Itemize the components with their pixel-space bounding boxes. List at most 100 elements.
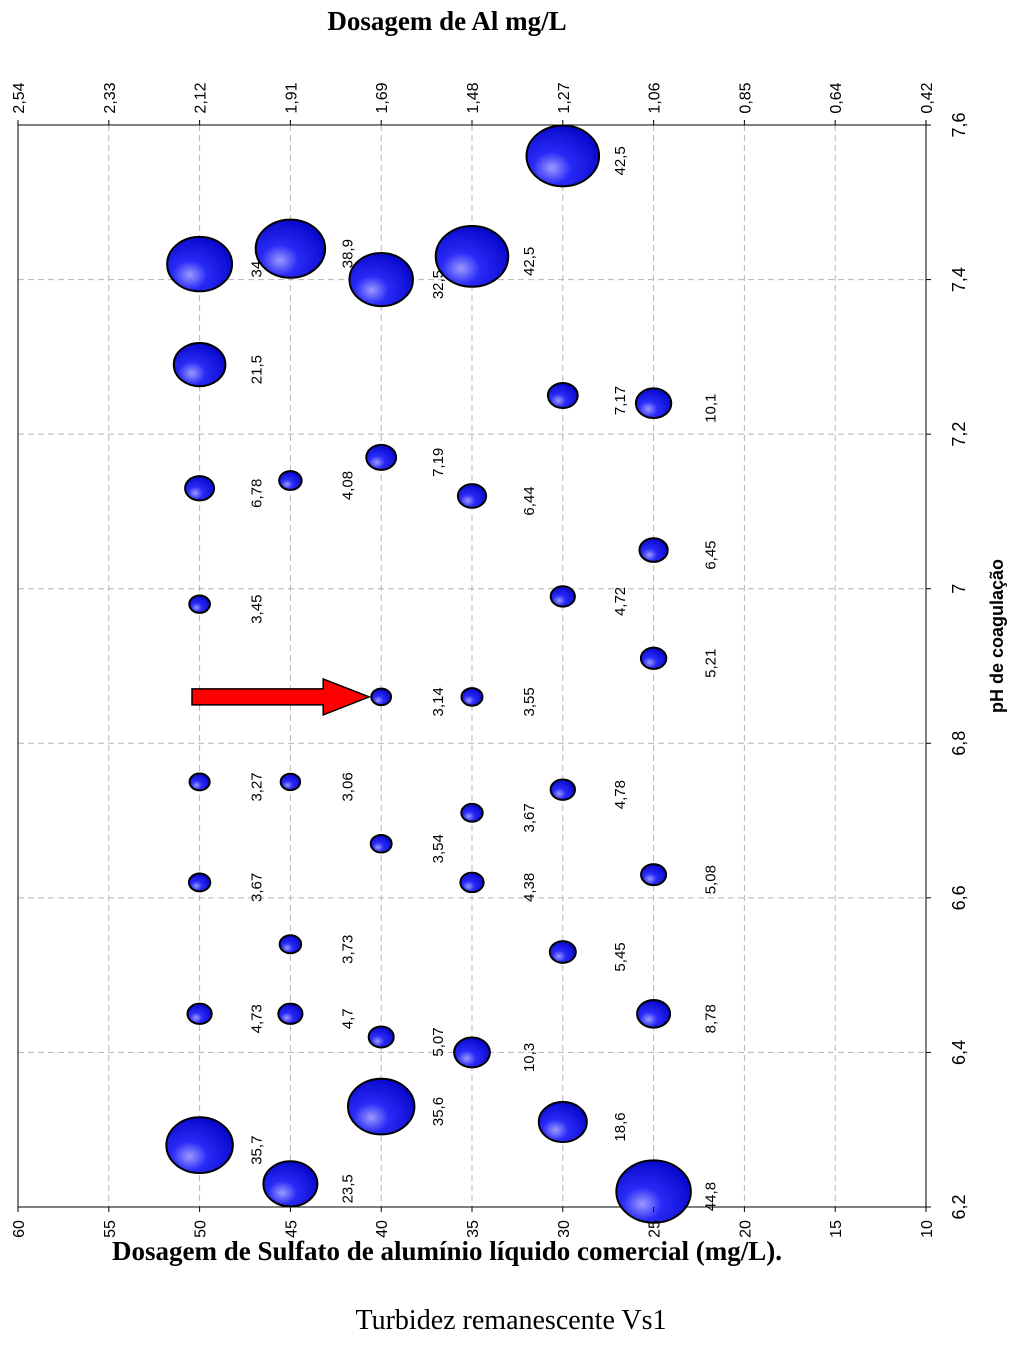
data-label: 4,78 [612,780,629,809]
top-tick-label: 1,69 [374,82,391,113]
y-tick-label: 6,4 [949,1040,969,1065]
bubble [525,124,601,188]
bubble [459,871,485,894]
bubble [278,470,303,491]
bubble [460,687,484,707]
top-tick-label: 0,85 [737,82,754,113]
data-label: 10,1 [703,394,720,423]
data-label: 7,19 [430,448,447,477]
data-label: 35,7 [249,1136,266,1165]
top-tick-label: 1,48 [465,82,482,113]
bubble [456,483,488,509]
bubble [638,537,669,563]
data-label: 35,6 [430,1097,447,1126]
bubble [434,224,510,288]
bubble [636,998,672,1029]
data-label: 42,5 [521,247,538,276]
y-tick-label: 7 [949,584,969,594]
bubble [348,251,414,308]
bubble [549,585,576,608]
data-label: 42,5 [612,146,629,175]
y-tick-label: 7,6 [949,112,969,137]
data-label: 8,78 [703,1004,720,1033]
bubbles [165,124,692,1224]
data-label: 6,78 [249,479,266,508]
top-tick-label: 0,64 [828,82,845,113]
top-tick-label: 2,12 [193,82,210,113]
data-label: 6,45 [703,540,720,569]
data-label: 4,7 [339,1008,356,1029]
data-label: 5,08 [703,865,720,894]
data-label: 3,55 [521,687,538,716]
x-axis-title: Dosagem de Sulfato de alumínio líquido c… [112,1236,782,1266]
data-label: 3,06 [339,772,356,801]
data-label: 44,8 [703,1182,720,1211]
y-tick-label: 6,2 [949,1194,969,1219]
figure-caption: Turbidez remanescente Vs1 [355,1305,667,1336]
x-tick-label: 55 [102,1220,119,1238]
data-label: 34 [249,261,266,278]
y-axis-title: pH de coagulação [987,559,1007,713]
bubble [187,872,212,893]
data-label: 3,45 [249,595,266,624]
data-label: 23,5 [339,1174,356,1203]
bubble [634,387,673,420]
top-tick-label: 1,06 [647,82,664,113]
bubble [639,646,668,670]
bubble [537,1100,588,1144]
bubble [277,1002,304,1025]
x-tick-label: 25 [647,1220,664,1238]
bubble-chart: 35,7 4,73 3,67 3,27 3,45 6,78 21,5 34 23,5 4,7 3,7… [11,6,1007,1266]
top-tick-label: 1,91 [283,82,300,113]
bubble [640,863,668,887]
data-label: 4,08 [339,471,356,500]
bubble [615,1159,692,1224]
top-axis-title: Dosagem de Al mg/L [327,6,566,36]
bubble [278,934,303,955]
data-label: 6,44 [521,486,538,515]
y-tick-label: 6,8 [949,731,969,756]
data-label: 4,72 [612,587,629,616]
data-label: 5,07 [430,1027,447,1056]
arrow [191,677,372,717]
top-tick-label: 0,42 [919,82,936,113]
bubble [549,778,576,801]
data-label: 3,27 [249,772,266,801]
bubble [279,772,302,792]
data-label: 3,67 [521,803,538,832]
tick-labels: 60 55 50 45 40 35 30 25 20 15 10 2,54 2,33 2,12 1,91 1,… [11,82,969,1238]
highlight-arrow [191,677,372,717]
bubble [188,772,211,792]
data-label: 32,5 [430,270,447,299]
top-tick-label: 2,54 [11,82,28,113]
data-label: 10,3 [521,1043,538,1072]
top-tick-label: 1,27 [556,82,573,113]
bubble [166,235,234,293]
data-label: 4,38 [521,873,538,902]
data-labels: 35,7 4,73 3,67 3,27 3,45 6,78 21,5 34 23,5 4,7 3,7… [249,146,720,1211]
data-label: 18,6 [612,1112,629,1141]
bubble [367,1025,395,1049]
bubble [186,1002,213,1025]
x-tick-label: 45 [283,1220,300,1238]
y-tick-label: 7,2 [949,422,969,447]
bubble [460,802,484,823]
bubble [165,1116,234,1175]
x-tick-label: 40 [374,1220,391,1238]
data-label: 5,21 [703,649,720,678]
data-label: 21,5 [249,355,266,384]
data-label: 3,54 [430,834,447,863]
data-label: 5,45 [612,942,629,971]
bubble [365,443,398,471]
y-tick-label: 6,6 [949,885,969,910]
bubble [548,940,577,964]
data-label: 3,73 [339,935,356,964]
bubble [184,475,216,502]
data-label: 3,14 [430,687,447,716]
bubble [369,833,393,854]
data-label: 38,9 [339,239,356,268]
bubble [453,1036,491,1069]
data-label: 3,67 [249,873,266,902]
bubble [370,687,393,707]
x-tick-label: 30 [556,1220,573,1238]
